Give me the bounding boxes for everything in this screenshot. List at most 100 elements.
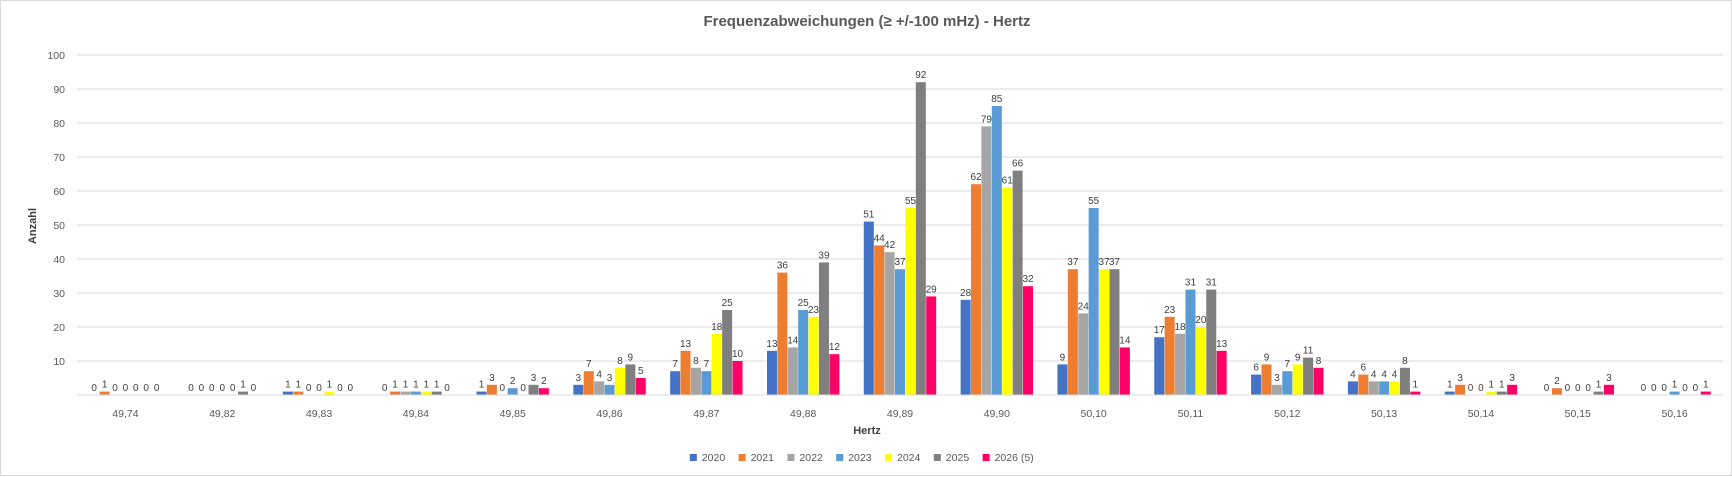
data-label: 6 bbox=[1361, 363, 1367, 374]
bar bbox=[476, 391, 487, 395]
y-tick-label: 80 bbox=[53, 118, 65, 130]
data-label: 8 bbox=[1316, 356, 1322, 367]
bar bbox=[905, 208, 916, 395]
data-label: 1 bbox=[1489, 380, 1495, 391]
data-label: 39 bbox=[818, 250, 830, 261]
bar bbox=[1154, 337, 1165, 395]
bar bbox=[324, 391, 335, 395]
x-tick-label: 49,85 bbox=[500, 408, 526, 420]
data-label: 1 bbox=[327, 380, 333, 391]
data-label: 0 bbox=[347, 383, 353, 394]
data-label: 0 bbox=[382, 383, 388, 394]
data-label: 1 bbox=[295, 380, 301, 391]
bar bbox=[1078, 313, 1089, 395]
x-tick-label: 50,10 bbox=[1081, 408, 1107, 420]
y-axis-ticks: 10 20 30 40 50 60 70 80 90 100 bbox=[47, 50, 65, 368]
bar bbox=[1551, 388, 1562, 395]
bar bbox=[884, 252, 895, 395]
bar bbox=[1251, 374, 1262, 395]
bar bbox=[400, 391, 411, 395]
data-label: 37 bbox=[894, 257, 906, 268]
y-tick-label: 100 bbox=[47, 50, 65, 62]
bar bbox=[1669, 391, 1680, 395]
bar bbox=[1368, 381, 1379, 395]
chart-title: Frequenzabweichungen (≥ +/-100 mHz) - He… bbox=[703, 13, 1030, 30]
x-tick-label: 50,13 bbox=[1371, 408, 1397, 420]
data-label: 3 bbox=[1457, 373, 1463, 384]
data-label: 23 bbox=[808, 305, 820, 316]
data-label: 44 bbox=[874, 233, 886, 244]
data-label: 3 bbox=[1509, 373, 1515, 384]
data-label: 3 bbox=[489, 373, 495, 384]
bar bbox=[625, 364, 636, 395]
data-label: 28 bbox=[960, 288, 972, 299]
data-label: 1 bbox=[434, 380, 440, 391]
data-label: 14 bbox=[787, 335, 799, 346]
data-label: 0 bbox=[1565, 383, 1571, 394]
data-label: 13 bbox=[1216, 339, 1228, 350]
data-label: 1 bbox=[403, 380, 409, 391]
y-tick-label: 50 bbox=[53, 220, 65, 232]
data-label: 0 bbox=[316, 383, 322, 394]
bar bbox=[538, 388, 549, 395]
legend-swatch bbox=[738, 454, 746, 461]
legend-entry: 2020 bbox=[702, 452, 726, 464]
data-label: 25 bbox=[798, 298, 810, 309]
y-tick-label: 60 bbox=[53, 186, 65, 198]
data-label: 0 bbox=[154, 383, 160, 394]
bar bbox=[635, 378, 646, 395]
x-tick-label: 49,87 bbox=[693, 408, 719, 420]
legend-entry: 2024 bbox=[897, 452, 921, 464]
data-label: 0 bbox=[209, 383, 215, 394]
data-label: 12 bbox=[829, 342, 841, 353]
data-label: 0 bbox=[112, 383, 118, 394]
y-tick-label: 30 bbox=[53, 288, 65, 300]
data-label: 0 bbox=[1641, 383, 1647, 394]
data-label: 0 bbox=[1544, 383, 1550, 394]
data-label: 0 bbox=[1693, 383, 1699, 394]
bar bbox=[971, 184, 982, 395]
bar bbox=[594, 381, 605, 395]
bar bbox=[1119, 347, 1130, 395]
gridlines bbox=[77, 54, 1723, 362]
data-label: 4 bbox=[1350, 369, 1356, 380]
bar bbox=[1313, 367, 1324, 395]
bar bbox=[1088, 208, 1099, 395]
data-label: 0 bbox=[1661, 383, 1667, 394]
legend-entry: 2022 bbox=[799, 452, 823, 464]
data-label: 37 bbox=[1098, 257, 1110, 268]
bar bbox=[583, 371, 594, 395]
data-label: 7 bbox=[1285, 359, 1291, 370]
bar bbox=[573, 384, 584, 395]
data-label: 1 bbox=[1499, 380, 1505, 391]
x-tick-label: 49,90 bbox=[984, 408, 1010, 420]
data-label: 1 bbox=[1413, 380, 1419, 391]
data-label: 1 bbox=[479, 380, 485, 391]
data-label: 8 bbox=[1402, 356, 1408, 367]
data-label: 55 bbox=[905, 196, 917, 207]
data-label: 2 bbox=[510, 376, 516, 387]
data-label: 1 bbox=[413, 380, 419, 391]
bar bbox=[431, 391, 442, 395]
bar bbox=[1216, 350, 1227, 395]
bar bbox=[926, 296, 937, 395]
x-tick-label: 50,12 bbox=[1274, 408, 1300, 420]
bar bbox=[410, 391, 421, 395]
data-label: 3 bbox=[1274, 373, 1280, 384]
data-label: 6 bbox=[1253, 363, 1259, 374]
data-label: 1 bbox=[285, 380, 291, 391]
data-label: 18 bbox=[711, 322, 723, 333]
bar bbox=[960, 299, 971, 395]
data-label: 0 bbox=[1585, 383, 1591, 394]
bar bbox=[1292, 364, 1303, 395]
bar bbox=[1603, 384, 1614, 395]
data-label: 0 bbox=[337, 383, 343, 394]
data-label: 51 bbox=[863, 210, 875, 221]
bar bbox=[238, 391, 249, 395]
bar bbox=[1399, 367, 1410, 395]
bar bbox=[1206, 289, 1217, 395]
bar bbox=[1303, 357, 1314, 395]
data-label: 11 bbox=[1303, 346, 1314, 357]
bar bbox=[1496, 391, 1507, 395]
bar bbox=[99, 391, 110, 395]
